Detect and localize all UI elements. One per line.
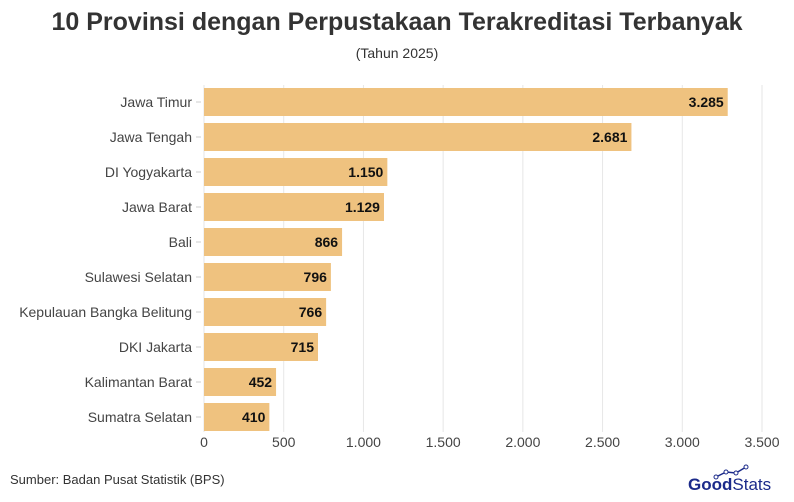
bar <box>204 193 384 221</box>
bar <box>204 403 270 431</box>
category-label: Jawa Tengah <box>110 129 192 145</box>
data-label: 1.129 <box>345 199 380 215</box>
bar <box>204 333 318 361</box>
logo-text-bold: Good <box>688 475 732 494</box>
category-label: DI Yogyakarta <box>105 164 192 180</box>
category-label: DKI Jakarta <box>119 339 192 355</box>
source-note: Sumber: Badan Pusat Statistik (BPS) <box>10 472 225 487</box>
bar <box>204 298 327 326</box>
bar <box>204 263 331 291</box>
x-tick-label: 2.500 <box>585 434 620 450</box>
logo-chart-icon: GoodStats <box>688 464 771 494</box>
x-tick-label: 500 <box>272 434 296 450</box>
data-label: 410 <box>242 409 266 425</box>
data-label: 3.285 <box>689 94 724 110</box>
category-label: Bali <box>169 234 192 250</box>
x-tick-label: 3.000 <box>665 434 700 450</box>
x-tick-label: 2.000 <box>505 434 540 450</box>
data-label: 866 <box>315 234 339 250</box>
bar <box>204 158 388 186</box>
category-label: Sulawesi Selatan <box>85 269 192 285</box>
data-label: 715 <box>291 339 315 355</box>
data-label: 452 <box>249 374 273 390</box>
data-label: 2.681 <box>592 129 627 145</box>
category-label: Kalimantan Barat <box>85 374 193 390</box>
category-label: Kepulauan Bangka Belitung <box>19 304 192 320</box>
bar <box>204 123 632 151</box>
logo-text-light: Stats <box>732 475 771 494</box>
x-tick-label: 1.000 <box>346 434 381 450</box>
category-label: Jawa Barat <box>122 199 192 215</box>
data-label: 796 <box>304 269 328 285</box>
chart-title: 10 Provinsi dengan Perpustakaan Terakred… <box>51 8 743 36</box>
chart-subtitle: (Tahun 2025) <box>355 45 439 61</box>
x-tick-label: 1.500 <box>426 434 461 450</box>
data-label: 1.150 <box>348 164 383 180</box>
data-label: 766 <box>299 304 323 320</box>
x-tick-label: 0 <box>200 434 208 450</box>
category-label: Jawa Timur <box>120 94 192 110</box>
category-label: Sumatra Selatan <box>88 409 192 425</box>
bar <box>204 88 728 116</box>
bar <box>204 368 277 396</box>
svg-text:GoodStats: GoodStats <box>688 475 771 494</box>
x-tick-label: 3.500 <box>744 434 779 450</box>
bar <box>204 228 343 256</box>
goodstats-logo: GoodStats <box>688 464 784 494</box>
